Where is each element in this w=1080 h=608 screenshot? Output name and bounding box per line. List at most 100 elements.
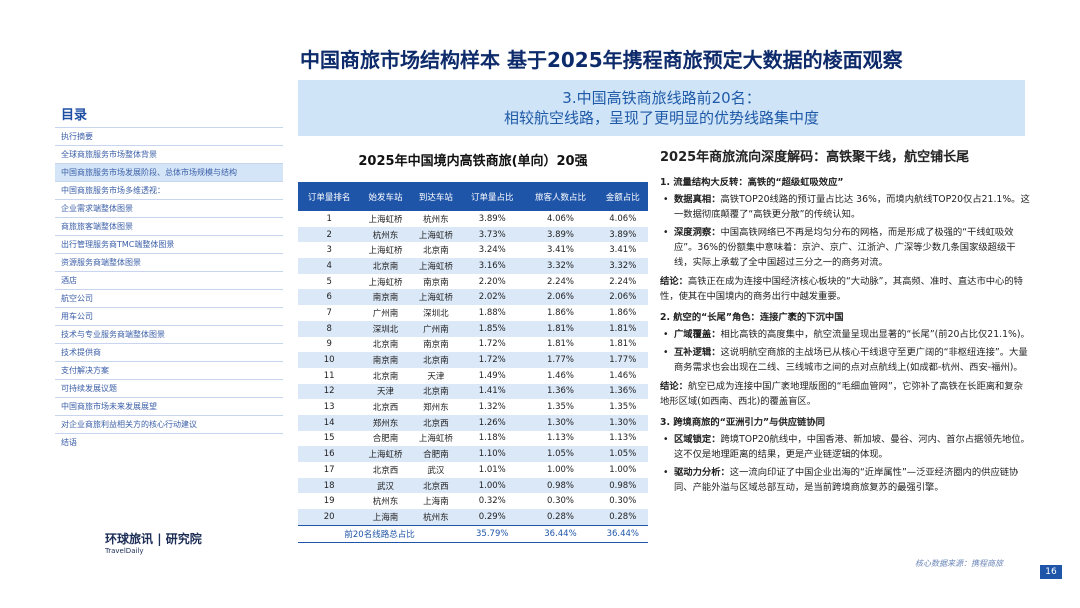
- cell: 0.28%: [597, 509, 648, 526]
- row: 16 上海虹桥 合肥南 1.10% 1.05% 1.05%: [298, 446, 648, 462]
- row: 9 北京南 南京南 1.72% 1.81% 1.81%: [298, 337, 648, 353]
- cell: 南京南: [423, 340, 449, 351]
- analysis: 2025年商旅流向深度解码：高铁聚干线，航空铺长尾 1. 流量结构大反转：高铁的“…: [660, 150, 1032, 498]
- cell: 3.32%: [523, 258, 598, 274]
- header-cell: 金额占比: [597, 182, 648, 211]
- row: 17 北京西 武汉 1.01% 1.00% 1.00%: [298, 462, 648, 478]
- cell: 上海南: [360, 509, 411, 526]
- cell: 天津: [360, 383, 411, 400]
- brand: 环球旅讯: [105, 532, 154, 546]
- cell: 上海虹桥: [368, 277, 403, 288]
- cell: 5: [326, 276, 332, 287]
- row: 15 合肥南 上海虹桥 1.18% 1.13% 1.13%: [298, 431, 648, 447]
- bullet: 驱动力分析：这一流向印证了中国企业出海的“近岸属性”—泛亚经济圈内的供应链协同、…: [660, 465, 1032, 495]
- cell: 杭州东: [360, 226, 411, 243]
- bullet-label: 数据真相：: [674, 194, 721, 205]
- cell: 1.81%: [609, 339, 637, 350]
- page-number: 16: [1040, 565, 1062, 579]
- row: 3 上海虹桥 北京南 3.24% 3.41% 3.41%: [298, 242, 648, 258]
- cell: 广州南: [372, 308, 399, 319]
- cell: 2.20%: [478, 276, 506, 287]
- conclusion-text: 航空已成为连接中国广袤地理版图的“毛细血管网”，它弥补了高铁在长距离和复杂地形区…: [660, 381, 1023, 407]
- cell: 1.00%: [461, 477, 524, 494]
- row: 7 广州南 深圳北 1.88% 1.86% 1.86%: [298, 305, 648, 321]
- logo: 环球旅讯 | 研究院 TravelDaily: [105, 532, 202, 555]
- institute: 研究院: [165, 532, 202, 546]
- cell: 南京南: [423, 277, 449, 288]
- cell: 1.88%: [478, 307, 506, 318]
- table-title: 2025年中国境内高铁商旅(单向）20强: [358, 154, 588, 169]
- cell: 0.98%: [523, 477, 598, 494]
- cell: 2: [298, 226, 361, 243]
- row: 13 北京西 郑州东 1.32% 1.35% 1.35%: [298, 399, 648, 415]
- cell: 1.81%: [597, 320, 648, 337]
- cell: 武汉: [427, 465, 445, 476]
- cell: 1.81%: [523, 320, 598, 337]
- cell: 上海南: [423, 497, 449, 508]
- cell: 19: [323, 496, 335, 507]
- cell: 南京南: [360, 352, 411, 368]
- cell: 16: [298, 446, 361, 462]
- cell: 0.30%: [609, 496, 637, 507]
- toc-item: 技术提供商: [55, 343, 283, 361]
- cell: 上海虹桥: [368, 246, 403, 257]
- bullet-label: 驱动力分析：: [674, 467, 730, 478]
- cell: 7: [326, 307, 332, 318]
- cell: 0.29%: [461, 509, 524, 526]
- cell: 北京西: [372, 403, 399, 414]
- toc-item: 出行管理服务商TMC端整体图景: [55, 235, 283, 253]
- cell: 1.00%: [609, 464, 637, 475]
- bullet-text: 高铁TOP20线路的预订量占比达 36%，而境内航线TOP20仅占21.1%。这…: [674, 194, 1030, 220]
- cell: 1.05%: [597, 446, 648, 462]
- cell: 深圳北: [360, 320, 411, 337]
- cell: 9: [326, 339, 332, 350]
- cell: 4: [298, 258, 361, 274]
- conclusion-text: 高铁正在成为连接中国经济核心板块的“大动脉”，其高频、准时、直达市中心的特性，使…: [660, 276, 1023, 302]
- toc-item: 航空公司: [55, 289, 283, 307]
- cell: 0.28%: [523, 509, 598, 526]
- header-cell: 订单量排名: [298, 182, 361, 211]
- toc-title: 目录: [61, 108, 88, 123]
- conclusion: 结论：高铁正在成为连接中国经济核心板块的“大动脉”，其高频、准时、直达市中心的特…: [660, 274, 1032, 304]
- cell: 1.26%: [461, 414, 524, 431]
- cell: 1.13%: [546, 433, 574, 444]
- toc-item: 资源服务商端整体图景: [55, 253, 283, 271]
- banner-line: 3.中国高铁商旅线路前20名：: [562, 89, 761, 107]
- section-heading: 1. 流量结构大反转：高铁的“超级虹吸效应”: [660, 177, 844, 188]
- cell: 1: [326, 213, 332, 224]
- toc-item: 结语: [55, 433, 283, 451]
- row: 18 武汉 北京西 1.00% 0.98% 0.98%: [298, 477, 648, 494]
- cell: 1.77%: [523, 352, 598, 368]
- toc-item: 酒店: [55, 271, 283, 289]
- cell: 4.06%: [546, 213, 574, 224]
- cell: 3.73%: [461, 226, 524, 243]
- sidebar: 目录 执行摘要 全球商旅服务市场整体背景 中国商旅服务市场发展阶段、总体市场规模与结构…: [55, 100, 283, 451]
- banner-line: 相较航空线路，呈现了更明显的优势线路集中度: [503, 109, 819, 127]
- total-cell: 36.44%: [523, 524, 598, 543]
- cell: 北京西: [410, 477, 462, 494]
- conclusion-label: 结论：: [660, 381, 688, 392]
- total-cell: 36.44%: [597, 524, 648, 543]
- toc-item: 技术与专业服务商端整体图景: [55, 325, 283, 343]
- cell: 11: [323, 370, 335, 381]
- cell: 1.77%: [597, 352, 648, 368]
- toc-item: 企业需求端整体图景: [55, 199, 283, 217]
- cell: 1.36%: [597, 383, 648, 400]
- cell: 上海虹桥: [410, 226, 462, 243]
- cell: 1.01%: [478, 464, 506, 475]
- row: 20 上海南 杭州东 0.29% 0.28% 0.28%: [298, 509, 648, 526]
- cell: 8: [298, 320, 361, 337]
- total-cell: 35.79%: [461, 524, 524, 543]
- conclusion-label: 结论：: [660, 276, 688, 287]
- cell: 3.24%: [478, 245, 506, 256]
- bullet-label: 互补逻辑：: [674, 347, 721, 358]
- section-heading: 3. 跨境商旅的“亚洲引力”与供应链协同: [660, 417, 825, 428]
- cell: 0.98%: [597, 477, 648, 494]
- cell: 1.35%: [546, 402, 574, 413]
- cell: 南京南: [360, 289, 411, 306]
- cell: 杭州东: [410, 509, 462, 526]
- cell: 北京南: [423, 246, 449, 257]
- bullet-label: 广域覆盖：: [674, 329, 721, 340]
- cell: 15: [323, 433, 335, 444]
